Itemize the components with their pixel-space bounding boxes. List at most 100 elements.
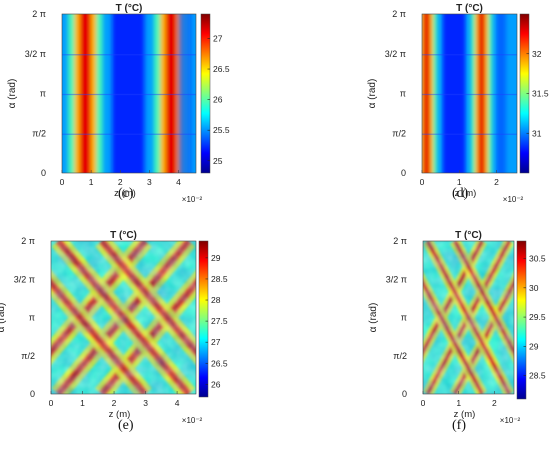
x-tick-label: 1 xyxy=(456,398,461,408)
panel-title: T (°C) xyxy=(456,3,483,14)
colorbar-tick-label: 26.5 xyxy=(213,64,230,74)
y-axis-label: α (rad) xyxy=(367,79,378,109)
plot-frame xyxy=(50,240,197,395)
x-tick-label: 0 xyxy=(420,177,425,187)
y-tick-label: 3/2 π xyxy=(385,49,406,59)
cold-zone xyxy=(112,14,145,173)
panel-title: T (°C) xyxy=(116,3,143,14)
y-tick-label: π xyxy=(401,313,407,323)
band-hot xyxy=(423,14,430,173)
x-axis-label: z (m) xyxy=(114,188,136,199)
colorbar-tick-label: 29 xyxy=(529,341,539,351)
colorbar-tick-label: 26 xyxy=(211,379,221,389)
heatmap-panel-e: T (°C) 0 π/2 π 3/2 π 2 π α (rad) 0 1 2 3 4 z (m) ×10⁻… xyxy=(0,230,228,425)
x-tick-label: 3 xyxy=(147,177,152,187)
y-axis-label: α (rad) xyxy=(368,303,379,333)
colorbar-tick-label: 32 xyxy=(532,49,542,59)
x-tick-label: 4 xyxy=(175,398,180,408)
x-axis-multiplier: ×10⁻² xyxy=(503,195,524,204)
x-tick-label: 2 xyxy=(494,177,499,187)
y-tick-label: π xyxy=(29,313,35,323)
colorbar-tick-label: 27 xyxy=(213,33,223,43)
panel-caption: (e) xyxy=(118,418,134,433)
heatmap-panel-d: T (°C) 0 π/2 π 3/2 π 2 π α (rad) 0 1 2 z (m) ×10⁻² 3… xyxy=(367,3,549,204)
plot-frame xyxy=(421,13,518,174)
colorbar-tick-label: 27.5 xyxy=(211,316,228,326)
colorbar xyxy=(516,240,527,400)
panel-title: T (°C) xyxy=(455,230,482,241)
colorbar-tick-label: 28.5 xyxy=(529,371,546,381)
cold-zone xyxy=(496,14,506,173)
colorbar-tick-label: 29 xyxy=(211,253,221,263)
panel-caption: (f) xyxy=(452,418,466,433)
x-tick-label: 1 xyxy=(80,398,85,408)
colorbar-tick-label: 31 xyxy=(532,128,542,138)
y-tick-label: π xyxy=(400,89,406,99)
heatmap-field xyxy=(422,14,517,173)
colorbar-tick-label: 28.5 xyxy=(211,274,228,284)
colorbar-tick-label: 30 xyxy=(529,283,539,293)
x-tick-label: 2 xyxy=(118,177,123,187)
heatmap-panel-f: T (°C) 0 π/2 π 3/2 π 2 π α (rad) 0 1 2 z (m) ×10⁻² 2… xyxy=(368,230,546,425)
y-tick-label: 0 xyxy=(41,168,46,178)
colorbar-tick-label: 25 xyxy=(213,156,223,166)
colorbar-tick-label: 26 xyxy=(213,95,223,105)
y-axis-label: α (rad) xyxy=(7,79,18,109)
colorbar-tick-label: 26.5 xyxy=(211,358,228,368)
heatmap-field xyxy=(62,14,196,173)
x-tick-label: 2 xyxy=(112,398,117,408)
heatmap-field xyxy=(51,241,196,394)
colorbar-tick-label: 25.5 xyxy=(213,125,230,135)
background-mottle xyxy=(51,241,196,394)
background-mottle xyxy=(423,241,514,394)
y-tick-label: π/2 xyxy=(392,128,406,138)
x-axis-label: z (m) xyxy=(454,409,476,420)
panel-title: T (°C) xyxy=(110,230,137,241)
y-tick-label: π/2 xyxy=(32,128,46,138)
colorbar-tick-label: 28 xyxy=(211,295,221,305)
y-tick-label: 0 xyxy=(401,168,406,178)
x-axis-multiplier: ×10⁻² xyxy=(182,416,203,425)
panel-caption: (c) xyxy=(118,186,134,201)
cold-zone xyxy=(442,14,466,173)
y-tick-label: π xyxy=(40,89,46,99)
colorbar-tick-label: 31.5 xyxy=(532,89,549,99)
x-tick-label: 1 xyxy=(89,177,94,187)
y-tick-label: 2 π xyxy=(32,9,46,19)
x-tick-label: 0 xyxy=(49,398,54,408)
colorbar-tick-label: 29.5 xyxy=(529,312,546,322)
colorbar xyxy=(198,240,209,398)
x-tick-label: 1 xyxy=(457,177,462,187)
y-tick-label: 0 xyxy=(402,389,407,399)
band-hot xyxy=(165,14,177,173)
x-tick-label: 4 xyxy=(176,177,181,187)
x-tick-label: 2 xyxy=(492,398,497,408)
cold-zone xyxy=(178,14,192,173)
plot-frame xyxy=(422,240,515,395)
heatmap-panel-c: T (°C) 0 π/2 π 3/2 π 2 π α (rad) 0 1 2 3 4 z (m) ×10⁻… xyxy=(7,3,230,204)
x-axis-label: z (m) xyxy=(455,188,477,199)
colorbar xyxy=(200,13,211,174)
y-tick-label: 2 π xyxy=(21,236,35,246)
y-tick-label: π/2 xyxy=(21,351,35,361)
y-tick-label: 2 π xyxy=(392,9,406,19)
y-tick-label: π/2 xyxy=(393,351,407,361)
y-tick-label: 3/2 π xyxy=(14,274,35,284)
x-axis-label: z (m) xyxy=(109,409,131,420)
plot-frame xyxy=(61,13,197,174)
x-tick-label: 3 xyxy=(143,398,148,408)
x-tick-label: 0 xyxy=(421,398,426,408)
y-tick-label: 0 xyxy=(30,389,35,399)
band-hot xyxy=(478,14,485,173)
panel-caption: (d) xyxy=(452,186,469,201)
y-tick-label: 2 π xyxy=(393,236,407,246)
colorbar-tick-label: 30.5 xyxy=(529,254,546,264)
heatmap-field xyxy=(423,241,514,394)
colorbar-tick-label: 27 xyxy=(211,337,221,347)
x-axis-multiplier: ×10⁻² xyxy=(500,416,521,425)
y-tick-label: 3/2 π xyxy=(25,49,46,59)
y-tick-label: 3/2 π xyxy=(386,274,407,284)
x-axis-multiplier: ×10⁻² xyxy=(182,195,203,204)
x-tick-label: 0 xyxy=(60,177,65,187)
